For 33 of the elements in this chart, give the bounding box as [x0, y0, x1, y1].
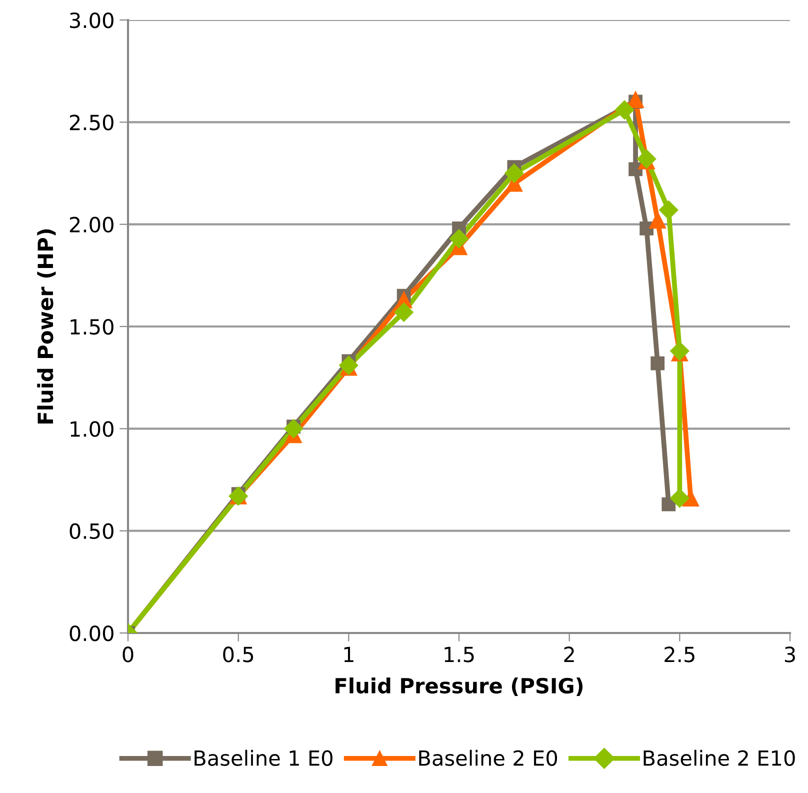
legend-label: Baseline 1 E0 — [194, 750, 332, 766]
point — [627, 91, 644, 108]
point — [284, 419, 304, 438]
x-tick-label: 1 — [344, 646, 354, 662]
x-axis-title: Fluid Pressure (PSIG) — [336, 677, 583, 696]
point — [614, 100, 634, 120]
point — [394, 302, 414, 322]
legend-label: Baseline 2 E10 — [644, 750, 795, 766]
point — [504, 164, 524, 183]
y-tick-label: 2.00 — [70, 216, 114, 233]
point — [637, 149, 656, 168]
point — [659, 200, 678, 220]
x-tick-label: 0.5 — [223, 646, 254, 662]
x-tick-label: 0 — [122, 646, 134, 662]
y-tick-label: 1.50 — [70, 318, 114, 335]
point — [649, 212, 666, 229]
y-tick-label: 0.00 — [70, 625, 114, 642]
y-tick-label: 0.50 — [70, 523, 114, 540]
point — [650, 356, 665, 370]
x-tick-label: 2 — [564, 646, 574, 662]
point — [670, 341, 690, 361]
y-tick-label: 3.00 — [70, 12, 114, 28]
y-tick-label: 1.00 — [70, 421, 114, 437]
x-tick-label: 2.5 — [664, 646, 694, 662]
y-axis-title: Fluid Power (HP) — [37, 229, 56, 424]
x-tick-label: 1.5 — [444, 646, 474, 662]
point — [339, 356, 358, 375]
point — [640, 221, 654, 236]
x-tick-label: 3 — [784, 646, 795, 662]
legend-label: Baseline 2 E0 — [419, 750, 558, 766]
point — [670, 488, 690, 508]
point — [449, 229, 469, 248]
y-tick-label: 2.50 — [70, 114, 114, 130]
